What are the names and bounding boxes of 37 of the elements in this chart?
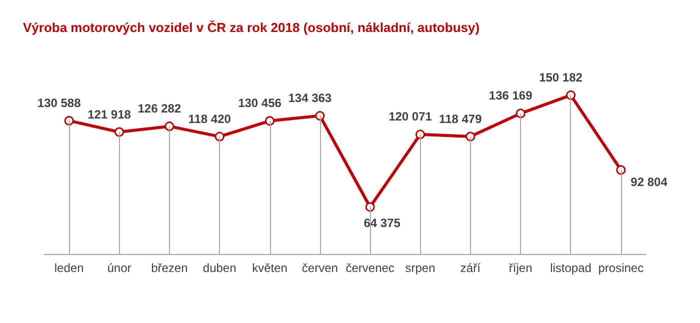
x-tick-label: říjen [508,261,532,275]
chart-title: Výroba motorových vozidel v ČR za rok 2018 (osobní, nákladní, autobusy) [23,20,480,35]
x-tick-label: březen [151,261,188,275]
x-tick-label: červenec [346,261,394,275]
point [516,108,526,118]
x-tick-label: duben [202,261,236,275]
x-tick-label: září [460,261,482,275]
point [416,130,425,140]
data-label: 118 479 [439,112,482,126]
data-label: 136 169 [488,88,533,103]
point [365,202,375,212]
x-tick-label: leden [54,261,84,275]
data-label: 120 071 [388,110,432,124]
data-label: 64 375 [364,216,401,230]
point [214,132,224,142]
data-label: 150 182 [539,70,583,84]
point [164,122,174,132]
x-tick-label: listopad [550,261,592,275]
x-tick-label: prosinec [598,261,644,275]
data-label: 130 588 [37,96,82,110]
data-label: 126 282 [138,102,182,116]
data-label: 118 420 [188,112,232,126]
data-label: 92 804 [630,174,668,189]
point [566,90,576,100]
x-tick-label: květen [252,261,288,275]
x-tick-label: červen [302,261,338,275]
data-label: 134 363 [288,91,332,106]
point [265,116,274,126]
point [114,127,124,137]
point [315,111,325,121]
point [64,116,74,126]
x-tick-label: srpen [405,261,436,275]
x-tick-label: únor [107,261,132,275]
data-label: 130 456 [238,96,282,110]
point [616,165,626,175]
data-label: 121 918 [88,107,132,122]
point [466,132,476,142]
